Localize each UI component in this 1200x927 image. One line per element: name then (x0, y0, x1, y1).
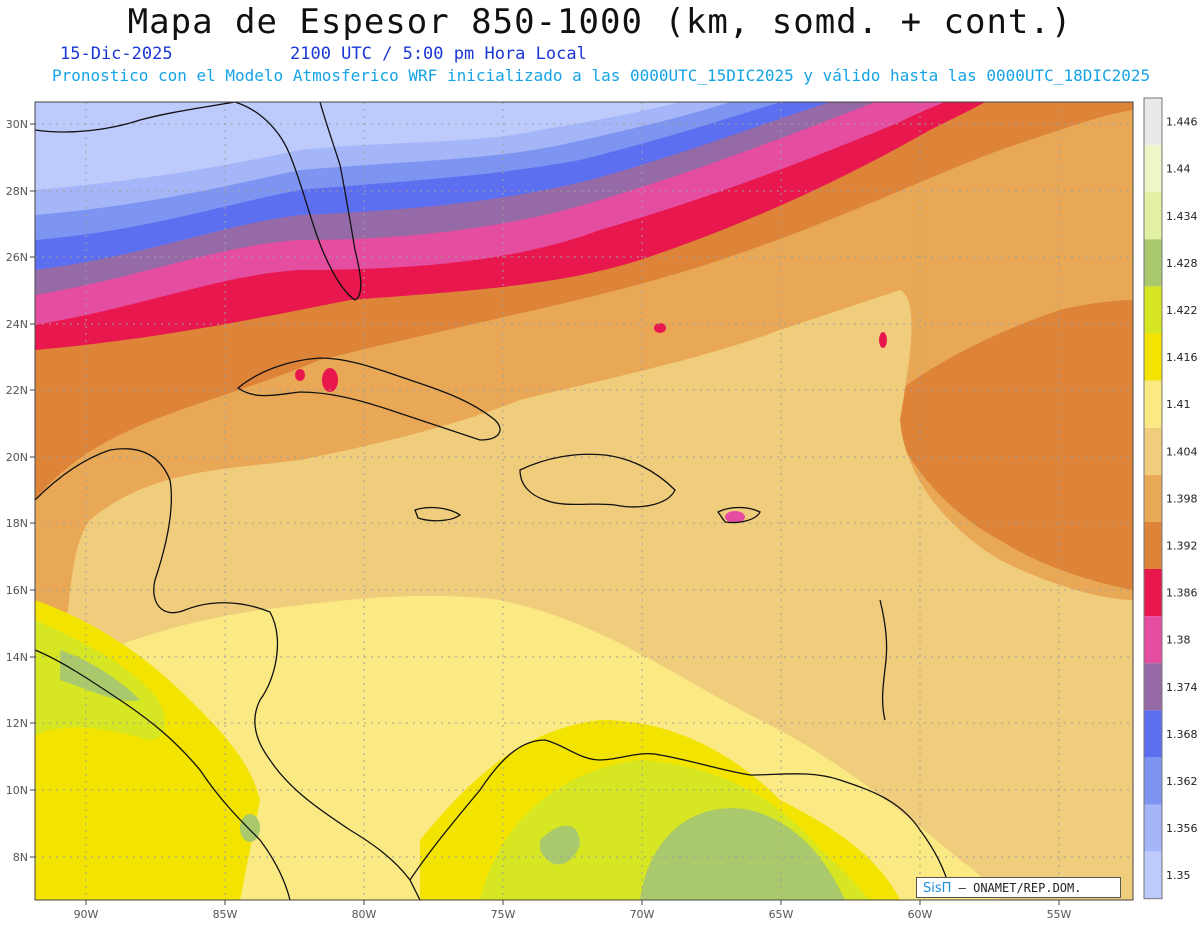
lat-label: 30N (6, 118, 28, 131)
lon-label: 75W (491, 908, 516, 921)
forecast-date: 15-Dic-2025 (60, 44, 173, 64)
hotspot (295, 369, 305, 381)
lat-label: 22N (6, 384, 28, 397)
lon-label: 55W (1047, 908, 1072, 921)
colorbar-frame (1143, 97, 1163, 900)
colorbar-label: 1.428 (1166, 257, 1198, 270)
colorbar-swatch (1144, 239, 1162, 287)
lat-label: 14N (6, 651, 28, 664)
colorbar-swatch (1144, 616, 1162, 664)
colorbar-label: 1.416 (1166, 351, 1198, 364)
lat-label: 24N (6, 318, 28, 331)
colorbar-swatch (1144, 98, 1162, 146)
colorbar-swatch (1144, 851, 1162, 899)
colorbar-swatch (1144, 757, 1162, 805)
colorbar-swatch (1144, 427, 1162, 475)
coastlines (35, 102, 951, 900)
lat-label: 16N (6, 584, 28, 597)
colorbar-label: 1.392 (1166, 539, 1198, 552)
colorbar-label: 1.374 (1166, 681, 1198, 694)
colorbar-swatch (1144, 521, 1162, 569)
band-1422 (35, 620, 870, 900)
lon-label: 60W (908, 908, 933, 921)
lat-label: 26N (6, 251, 28, 264)
colorbar-swatch (1144, 710, 1162, 758)
map-frame (34, 101, 1134, 901)
hotspot (725, 511, 745, 523)
colorbar-label: 1.356 (1166, 822, 1198, 835)
forecast-description: Pronostico con el Modelo Atmosferico WRF… (52, 66, 1151, 85)
colorbar-label: 1.35 (1166, 869, 1191, 882)
lat-label: 10N (6, 784, 28, 797)
colorbar-label: 1.44 (1166, 163, 1191, 176)
graticule (35, 102, 1133, 900)
colorbar-swatch (1144, 474, 1162, 522)
hotspot (879, 332, 887, 348)
lat-labels: 30N 28N 26N 24N 22N 20N 18N 16N 14N 12N … (6, 118, 28, 864)
colorbar-swatch (1144, 380, 1162, 428)
credit-box: SisΠ – ONAMET/REP.DOM. (916, 877, 1121, 898)
tick-marks (30, 123, 1060, 905)
lon-label: 65W (769, 908, 794, 921)
credit-text: – ONAMET/REP.DOM. (958, 881, 1082, 895)
lat-label: 12N (6, 717, 28, 730)
colorbar-label: 1.38 (1166, 634, 1191, 647)
band-1392-east (900, 300, 1133, 590)
colorbar: 1.446 1.44 1.434 1.428 1.422 1.416 1.41 1.404 1.… (1143, 97, 1198, 900)
colorbar-swatch (1144, 145, 1162, 193)
colorbar-label: 1.446 (1166, 116, 1198, 129)
map-field (35, 102, 1133, 900)
hotspot (322, 368, 338, 392)
colorbar-swatch (1144, 192, 1162, 240)
lat-label: 18N (6, 517, 28, 530)
colorbar-label: 1.434 (1166, 210, 1198, 223)
lon-label: 80W (352, 908, 377, 921)
band-1428 (60, 650, 845, 900)
lon-labels: 90W 85W 80W 75W 70W 65W 60W 55W (74, 908, 1072, 921)
lon-label: 85W (213, 908, 238, 921)
lat-label: 28N (6, 185, 28, 198)
lon-label: 90W (74, 908, 99, 921)
colorbar-label: 1.404 (1166, 445, 1198, 458)
hotspot (654, 323, 666, 333)
colorbar-swatch (1144, 569, 1162, 617)
colorbar-label: 1.362 (1166, 775, 1198, 788)
colorbar-swatch (1144, 286, 1162, 334)
colorbar-label: 1.398 (1166, 492, 1198, 505)
lat-label: 20N (6, 451, 28, 464)
sispi-logo: SisΠ (923, 881, 952, 896)
forecast-time: 2100 UTC / 5:00 pm Hora Local (290, 44, 587, 64)
lat-label: 8N (13, 851, 28, 864)
colorbar-label: 1.368 (1166, 728, 1198, 741)
map-title: Mapa de Espesor 850-1000 (km, somd. + co… (127, 2, 1073, 42)
colorbar-swatch (1144, 804, 1162, 852)
colorbar-label: 1.422 (1166, 304, 1198, 317)
colorbar-swatch (1144, 333, 1162, 381)
lon-label: 70W (630, 908, 655, 921)
colorbar-label: 1.386 (1166, 587, 1198, 600)
colorbar-label: 1.41 (1166, 398, 1191, 411)
colorbar-swatch (1144, 663, 1162, 711)
